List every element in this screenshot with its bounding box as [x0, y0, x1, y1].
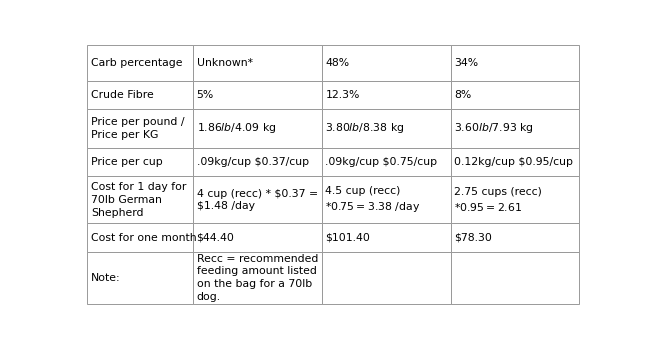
Text: Note:: Note:	[91, 273, 120, 283]
Text: 4.5 cup (recc)
*$0.75 = $3.38 /day: 4.5 cup (recc) *$0.75 = $3.38 /day	[326, 186, 421, 214]
Text: 5%: 5%	[196, 90, 214, 100]
Bar	[450, 176, 579, 224]
Bar	[450, 80, 579, 109]
Bar	[322, 80, 450, 109]
Bar	[322, 252, 450, 304]
Bar	[87, 224, 193, 252]
Bar	[87, 109, 193, 148]
Text: Price per cup: Price per cup	[91, 157, 162, 167]
Bar	[87, 46, 193, 80]
Bar	[450, 148, 579, 176]
Bar	[322, 46, 450, 80]
Bar	[450, 109, 579, 148]
Text: .09kg/cup $0.75/cup: .09kg/cup $0.75/cup	[326, 157, 437, 167]
Text: 0.12kg/cup $0.95/cup: 0.12kg/cup $0.95/cup	[454, 157, 573, 167]
Text: $1.86 lb/ $4.09 kg: $1.86 lb/ $4.09 kg	[196, 121, 276, 136]
Text: $101.40: $101.40	[326, 233, 370, 243]
Bar	[193, 109, 322, 148]
Text: 2.75 cups (recc)
*$0.95 = $2.61: 2.75 cups (recc) *$0.95 = $2.61	[454, 187, 542, 213]
Bar	[193, 148, 322, 176]
Bar	[322, 148, 450, 176]
Text: 12.3%: 12.3%	[326, 90, 359, 100]
Bar	[450, 46, 579, 80]
Text: 48%: 48%	[326, 58, 350, 68]
Text: Recc = recommended
feeding amount listed
on the bag for a 70lb
dog.: Recc = recommended feeding amount listed…	[196, 254, 318, 302]
Bar	[87, 252, 193, 304]
Text: .09kg/cup $0.37/cup: .09kg/cup $0.37/cup	[196, 157, 309, 167]
Bar	[322, 176, 450, 224]
Text: Crude Fibre: Crude Fibre	[91, 90, 153, 100]
Bar	[193, 46, 322, 80]
Bar	[87, 176, 193, 224]
Bar	[322, 224, 450, 252]
Text: $3.60 lb / $7.93 kg: $3.60 lb / $7.93 kg	[454, 121, 534, 136]
Bar	[322, 109, 450, 148]
Bar	[193, 224, 322, 252]
Text: Cost for one month: Cost for one month	[91, 233, 196, 243]
Text: 8%: 8%	[454, 90, 471, 100]
Bar	[450, 224, 579, 252]
Text: Carb percentage: Carb percentage	[91, 58, 182, 68]
Text: $78.30: $78.30	[454, 233, 492, 243]
Bar	[193, 80, 322, 109]
Text: $3.80 lb / $8.38 kg: $3.80 lb / $8.38 kg	[326, 121, 405, 136]
Text: Price per pound /
Price per KG: Price per pound / Price per KG	[91, 117, 185, 140]
Text: $44.40: $44.40	[196, 233, 235, 243]
Text: 4 cup (recc) * $0.37 =
$1.48 /day: 4 cup (recc) * $0.37 = $1.48 /day	[196, 188, 318, 211]
Bar	[87, 148, 193, 176]
Bar	[87, 80, 193, 109]
Text: Unknown*: Unknown*	[196, 58, 253, 68]
Bar	[193, 176, 322, 224]
Bar	[450, 252, 579, 304]
Text: 34%: 34%	[454, 58, 478, 68]
Bar	[193, 252, 322, 304]
Text: Cost for 1 day for
70lb German
Shepherd: Cost for 1 day for 70lb German Shepherd	[91, 182, 186, 218]
